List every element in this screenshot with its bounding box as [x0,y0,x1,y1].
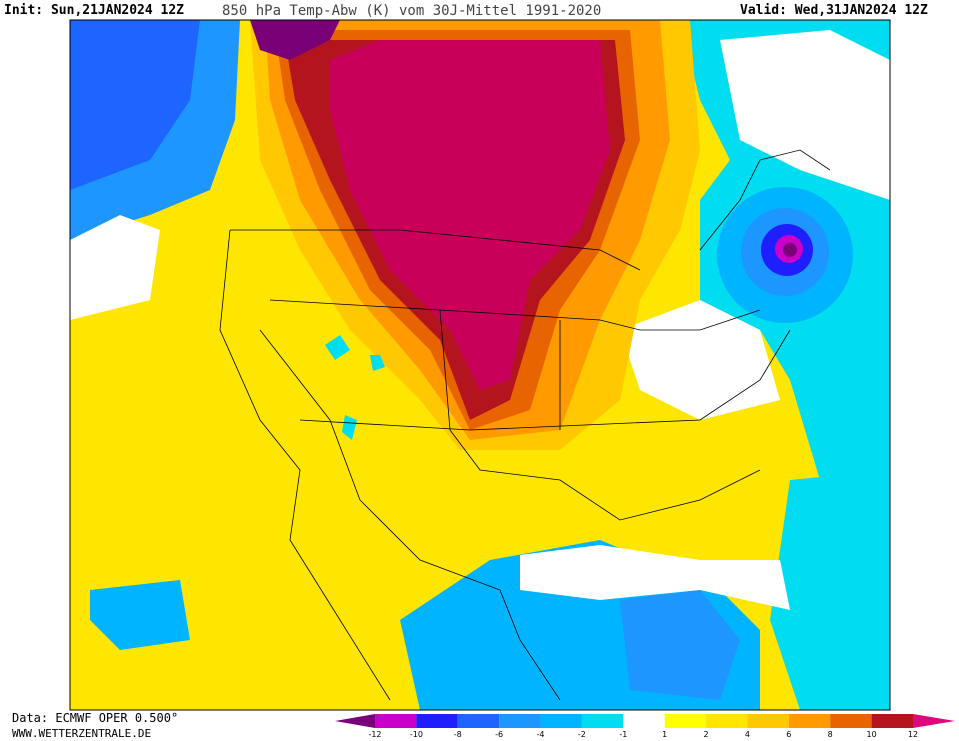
legend-swatch [706,714,748,728]
legend-swatch [457,714,500,728]
legend-label: 1 [662,730,667,739]
legend-swatch [664,714,707,728]
legend-swatch [871,714,913,728]
anomaly-area [250,20,340,60]
anomaly-area [325,335,385,440]
valid-time: Valid: Wed,31JAN2024 12Z [740,3,928,18]
legend-label: -6 [495,730,503,739]
legend-label: -4 [537,730,545,739]
legend-label: 12 [908,730,918,739]
legend-label: 8 [828,730,833,739]
map-frame [69,19,891,711]
anomaly-area [783,243,797,257]
anomaly-area [770,470,890,710]
legend-swatch [623,714,665,728]
borders [219,229,761,701]
title: 850 hPa Temp-Abw (K) vom 30J-Mittel 1991… [222,3,601,19]
anomaly-area [70,20,200,190]
website: WWW.WETTERZENTRALE.DE [12,727,151,740]
map [70,20,890,710]
legend-arrow-high [913,714,955,728]
init-time: Init: Sun,21JAN2024 12Z [4,3,184,18]
legend-arrow-low [335,714,375,728]
legend-swatch [540,714,582,728]
legend-label: 4 [745,730,750,739]
legend-label: -2 [578,730,586,739]
legend-swatch [788,714,831,728]
anomaly-area [620,590,740,700]
legend-label: -8 [454,730,462,739]
legend-label: -10 [410,730,423,739]
anomaly-area [720,30,890,200]
data-source: Data: ECMWF OPER 0.500° [12,711,178,725]
anomaly-area [90,580,190,650]
legend-label: 2 [704,730,709,739]
legend-swatch [375,714,417,728]
legend-label: -1 [619,730,627,739]
color-legend: -12 -10 -8 -6 -4 -2 -1 1 2 4 6 8 10 12 [335,714,955,739]
anomaly-area [330,40,610,390]
legend-label: 10 [867,730,877,739]
legend-swatch [747,714,789,728]
legend-swatch [416,714,458,728]
anomaly-area [520,545,790,610]
legend-swatch [830,714,872,728]
coastline [599,149,831,421]
anomaly-area [70,215,160,320]
legend-swatch [581,714,624,728]
legend-label: -12 [368,730,381,739]
legend-label: 6 [786,730,791,739]
legend-swatch [499,714,541,728]
